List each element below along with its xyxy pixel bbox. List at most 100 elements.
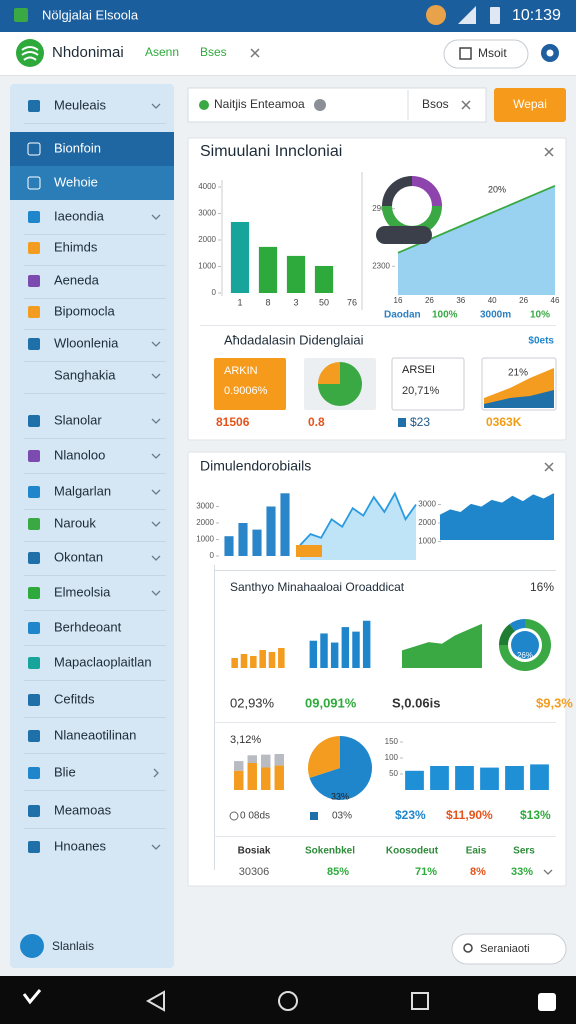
nav-home[interactable] [278,991,298,1011]
y-tick-label: 0 [212,288,217,297]
close-icon[interactable] [544,462,554,472]
sidebar-item[interactable]: Bionfoin [54,140,101,155]
sidebar-footer[interactable]: Slanlais [52,939,94,953]
bar [240,654,248,668]
sidebar-icon [28,275,40,287]
sidebar-icon [28,767,40,779]
chevron [151,489,161,495]
chevron [151,373,161,379]
bar [250,656,257,668]
sidebar-item[interactable]: Slanolar [54,412,102,427]
stat-value: 0 08ds [240,811,270,822]
table-header: Eais [466,846,487,857]
bar [278,648,285,668]
close-icon[interactable] [250,48,260,58]
sidebar-item[interactable]: Wehoie [54,174,98,189]
y-tick-label: 2000 [418,518,436,527]
stat-value: 09,091% [305,695,357,710]
sidebar-item[interactable]: Ehimds [54,239,98,254]
y-tick-label: 150 [385,737,399,746]
pie-slice [309,736,373,800]
bar-segment [274,754,284,766]
search-pill[interactable] [451,933,567,965]
bar-segment [234,761,244,771]
button[interactable] [443,39,529,69]
sidebar-item[interactable]: Elmeolsia [54,584,111,599]
sidebar-item[interactable]: Bipomocla [54,303,115,318]
sidebar-footer-icon [20,934,44,958]
nav-icon[interactable] [22,989,42,1005]
sidebar-item[interactable]: Meamoas [54,802,112,817]
search-box[interactable] [187,87,487,123]
search-placeholder[interactable]: Naitjis Enteamoa [214,97,305,111]
sidebar-item[interactable]: Cefitds [54,691,95,706]
bar [405,770,424,790]
nav-recent[interactable] [411,992,429,1010]
y-tick-label: 2900 [372,204,390,213]
x-tick-label: 26 [425,296,434,305]
bar-segment [274,765,284,790]
bar [455,766,474,790]
sidebar-item[interactable]: Wloonlenia [54,335,119,350]
sidebar-item[interactable]: Sanghakia [54,367,116,382]
pie-slice [308,736,340,778]
table-cell: 85% [327,866,349,878]
sidebar-item[interactable]: Aeneda [54,272,100,287]
nav-back[interactable] [145,990,165,1012]
label: Nhdonimai [52,44,124,61]
label: Nölgjalai Elsoola [42,7,139,22]
sidebar-item[interactable]: Okontan [54,549,103,564]
donut-slice [412,176,442,206]
filter[interactable]: Bsos [422,97,449,111]
close-icon[interactable] [461,100,471,110]
button-label[interactable]: Wepai [513,97,547,111]
chevron [151,418,161,424]
sidebar-icon [28,415,40,427]
sidebar-item[interactable]: Malgarlan [54,483,111,498]
tooltip [376,226,432,244]
sidebar-icon [28,587,40,599]
sidebar-item[interactable]: Mapaclaoplaitlan [54,654,152,669]
search-icon [463,943,473,953]
search-label[interactable]: Seraniaoti [480,943,530,955]
stat-value: $9,3% [536,695,573,710]
stat-icon [229,811,239,821]
bar [320,633,328,668]
sidebar-item[interactable]: Berhdeoant [54,619,122,634]
chevron [151,341,161,347]
close-icon[interactable] [544,147,554,157]
tile-label: 21% [508,368,528,379]
y-tick-label: 3000 [196,502,214,511]
y-tick-label: 1000 [196,535,214,544]
tile-value: 20,71% [402,385,440,397]
info-icon [314,99,326,111]
nav-grid[interactable] [538,993,556,1011]
link[interactable]: $0ets [528,336,554,347]
sidebar-item[interactable]: Hnoanes [54,838,107,853]
button-label[interactable]: Msoit [478,46,507,60]
x-tick-label: 26 [519,296,528,305]
card-title: Dimulendorobiails [200,458,311,474]
search-button[interactable] [494,88,566,122]
tab[interactable]: Asenn [145,45,179,59]
stat-value: $23% [395,808,426,822]
sidebar-icon [28,841,40,853]
sidebar-item[interactable]: Meuleais [54,97,107,112]
y-tick-label: 3000 [418,500,436,509]
sidebar-icon [27,176,41,190]
bar [280,493,290,556]
donut-center [511,631,539,659]
sidebar-item[interactable]: Nlaneaotilinan [54,727,136,742]
area [402,624,482,668]
sidebar-item[interactable]: Iaeondia [54,208,105,223]
bar [230,221,250,293]
legend-item: 3000m [480,310,511,321]
sidebar-item[interactable]: Narouk [54,515,96,530]
tab[interactable]: Bses [200,45,227,59]
table-header: Sers [513,846,535,857]
donut-slice [509,619,525,632]
sidebar-item[interactable]: Nlanoloo [54,447,105,462]
sidebar-item[interactable]: Blie [54,764,76,779]
table-header: Koosodeut [386,846,439,857]
tile-footer: 0.8 [308,415,325,429]
